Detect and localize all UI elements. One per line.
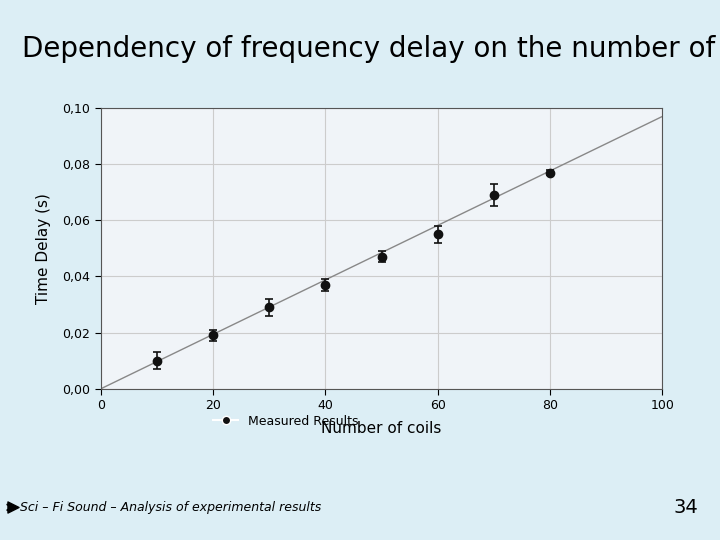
Text: Dependency of frequency delay on the number of coils: Dependency of frequency delay on the num… — [22, 35, 720, 63]
X-axis label: Number of coils: Number of coils — [321, 421, 442, 436]
Y-axis label: Time Delay (s): Time Delay (s) — [36, 193, 51, 304]
Legend: Measured Results: Measured Results — [208, 410, 364, 433]
Text: 34: 34 — [674, 498, 698, 517]
Text: Sci – Fi Sound – Analysis of experimental results: Sci – Fi Sound – Analysis of experimenta… — [20, 501, 321, 514]
